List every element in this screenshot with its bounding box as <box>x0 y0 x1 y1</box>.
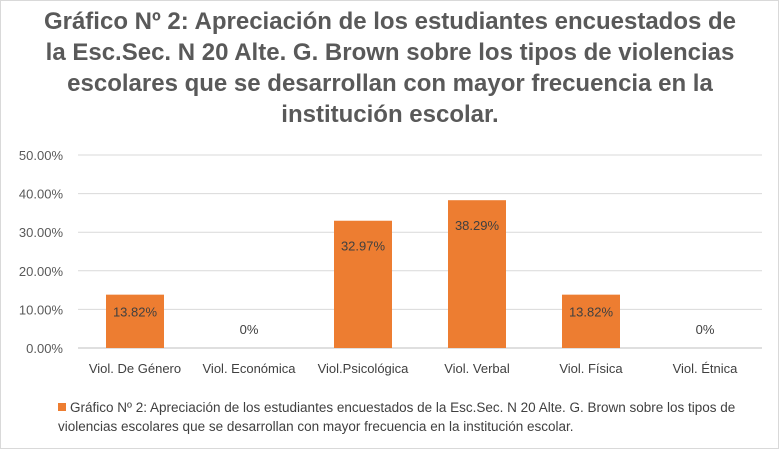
y-tick-label: 10.00% <box>19 302 64 317</box>
x-tick-label: Viol. Económica <box>203 361 297 376</box>
y-tick-label: 20.00% <box>19 264 64 279</box>
data-label: 13.82% <box>113 305 158 320</box>
x-tick-label: Viol. Física <box>559 361 623 376</box>
legend-label: Gráfico Nº 2: Apreciación de los estudia… <box>58 400 736 434</box>
data-label: 0% <box>240 322 259 337</box>
x-tick-label: Viol.Psicológica <box>318 361 410 376</box>
data-label: 0% <box>696 322 715 337</box>
x-tick-label: Viol. Verbal <box>444 361 510 376</box>
data-label: 13.82% <box>569 305 614 320</box>
bar <box>334 220 392 348</box>
y-tick-label: 50.00% <box>19 148 64 163</box>
legend-swatch <box>58 403 66 411</box>
data-label: 32.97% <box>341 239 386 254</box>
y-tick-label: 40.00% <box>19 187 64 202</box>
bar <box>106 294 164 348</box>
x-tick-label: Viol. De Género <box>89 361 181 376</box>
bar <box>448 200 506 348</box>
legend: Gráfico Nº 2: Apreciación de los estudia… <box>58 398 758 436</box>
y-tick-label: 0.00% <box>26 341 63 356</box>
y-tick-label: 30.00% <box>19 225 64 240</box>
data-label: 38.29% <box>455 218 500 233</box>
x-tick-label: Viol. Étnica <box>673 361 739 376</box>
bar <box>562 294 620 348</box>
chart-title: Gráfico Nº 2: Apreciación de los estudia… <box>43 8 737 128</box>
